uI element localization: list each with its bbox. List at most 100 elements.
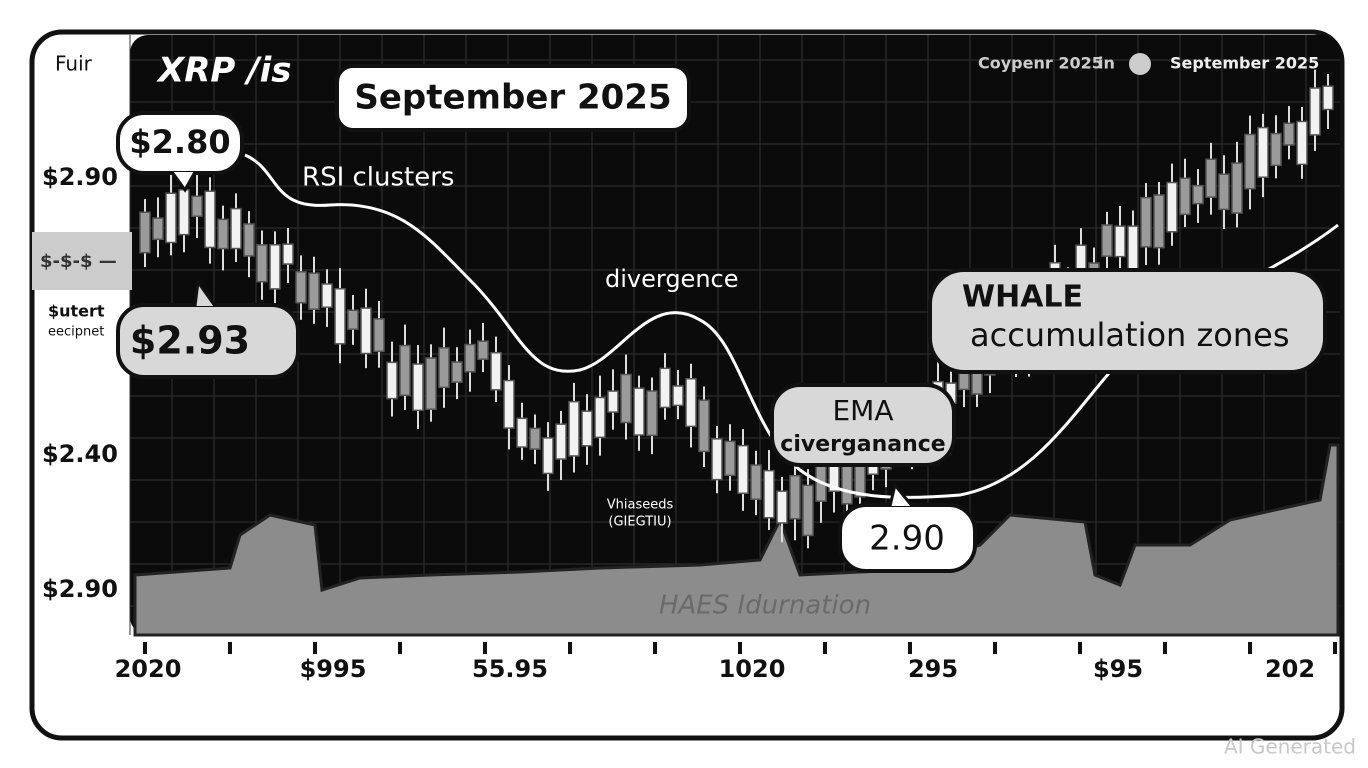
candle-body <box>1296 120 1308 166</box>
period-badge-box <box>335 64 691 132</box>
candle-body <box>308 272 320 310</box>
y-label: $2.90 <box>42 575 118 603</box>
pair-title: XRP /is <box>156 51 291 91</box>
candle-body <box>477 340 489 360</box>
candle-body <box>282 243 294 265</box>
candle-body <box>191 195 203 218</box>
candle-body <box>685 378 697 428</box>
callout-box <box>928 268 1327 374</box>
candle-body <box>256 244 268 283</box>
candle-body <box>230 207 242 250</box>
candle-body <box>646 390 658 437</box>
callout-title: WHALE <box>962 280 1083 315</box>
candle-body <box>178 189 190 236</box>
faded-text: HAES Idurnation <box>659 591 871 621</box>
side-box-label: $-$-$ — <box>40 251 117 272</box>
candle-body <box>620 373 632 424</box>
candle-body <box>451 361 463 383</box>
callout-price: $2.80 <box>129 123 230 161</box>
header-date: September 2025 <box>1170 54 1319 73</box>
header-in: in <box>1098 54 1115 73</box>
candle-body <box>542 437 554 475</box>
callout-price: $2.93 <box>130 319 250 363</box>
y-label: $2.40 <box>42 440 118 468</box>
callout-tail <box>193 277 217 307</box>
candle-body <box>152 217 164 241</box>
icon <box>1129 53 1151 75</box>
candle-body <box>1309 87 1321 136</box>
candle-body <box>698 399 710 453</box>
candle-body <box>1218 173 1230 211</box>
x-label: 2020 <box>115 655 182 683</box>
candle-body <box>1179 177 1191 216</box>
candle-body <box>568 400 580 457</box>
candle-body <box>1166 181 1178 233</box>
callout-box <box>770 383 956 467</box>
annotation-small: Vhiaseeds <box>607 498 674 513</box>
rsi-line <box>244 153 1339 499</box>
candle-body <box>789 474 801 520</box>
candle-body <box>659 367 671 409</box>
x-axis: 2020 $995 55.95 1020 295 $95 202 <box>115 642 1337 683</box>
x-label: 55.95 <box>472 655 548 683</box>
candle-body <box>516 417 528 448</box>
side-box <box>32 232 132 290</box>
candle-body <box>711 438 723 481</box>
candle-body <box>399 344 411 397</box>
candle-body <box>1244 133 1256 190</box>
candle-body <box>607 390 619 413</box>
candle-body <box>1322 85 1334 111</box>
callout-tail <box>170 171 197 193</box>
candle-body <box>672 385 684 407</box>
candle-body <box>295 271 307 304</box>
annotation-small: (GIEGTIU) <box>608 515 671 530</box>
candle-body <box>321 283 333 308</box>
candle-body <box>373 318 385 353</box>
side-text: eecipnet <box>48 325 104 340</box>
candle-body <box>1270 132 1282 167</box>
callout-tail <box>888 481 914 507</box>
candle-body <box>633 387 645 436</box>
candle-body <box>724 440 736 477</box>
corner-label: Fuir <box>55 52 93 76</box>
x-label: 202 <box>1265 655 1315 683</box>
chart-area <box>130 35 1340 635</box>
candle-body <box>763 469 775 519</box>
side-text: $utert <box>48 302 105 321</box>
candle-body <box>581 410 593 447</box>
candle-body <box>412 363 424 412</box>
callout-sub: civerganance <box>780 432 945 457</box>
candle-body <box>139 211 151 254</box>
candle-body <box>503 379 515 429</box>
candle-body <box>438 347 450 389</box>
candle-body <box>204 190 216 249</box>
candle-body <box>750 464 762 500</box>
y-label: $2.90 <box>42 163 118 191</box>
candle-body <box>1231 162 1243 214</box>
x-label: $95 <box>1093 655 1143 683</box>
candle-body <box>737 444 749 495</box>
period-badge: September 2025 <box>354 78 671 118</box>
candle-body <box>776 490 788 524</box>
x-label: 1020 <box>719 655 786 683</box>
header-right: Coypenr 2025 <box>978 54 1103 73</box>
candle-body <box>347 309 359 330</box>
candle-body <box>1140 196 1152 248</box>
candle-body <box>386 361 398 400</box>
candle-body <box>269 244 281 290</box>
candle-body <box>334 287 346 345</box>
candle-body <box>1127 225 1139 272</box>
annotation: RSI clusters <box>302 163 454 193</box>
candle-body <box>464 343 476 373</box>
candle-body <box>360 307 372 355</box>
candle-body <box>555 423 567 460</box>
candle-body <box>1257 126 1269 178</box>
watermark: AI Generated <box>1224 735 1356 759</box>
candle-body <box>165 192 177 244</box>
candle-body <box>529 427 541 450</box>
annotation: divergence <box>605 265 739 293</box>
candle-body <box>1283 122 1295 146</box>
candle-body <box>1114 225 1126 258</box>
candle-body <box>490 351 502 391</box>
